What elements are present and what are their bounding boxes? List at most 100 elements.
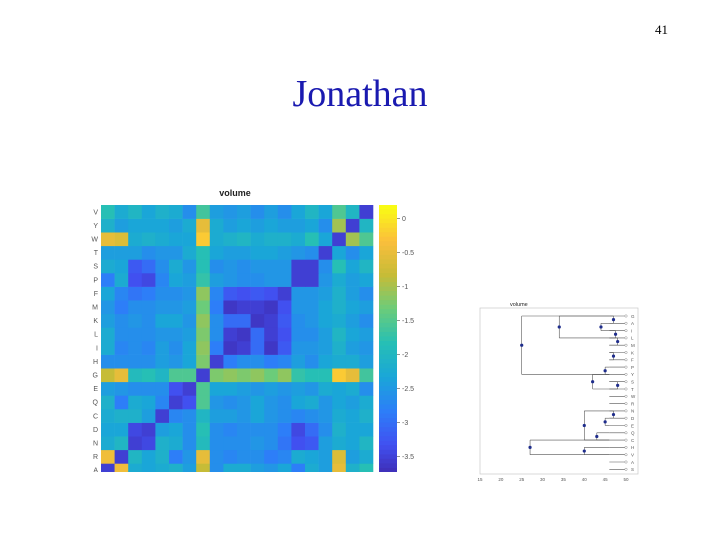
heatmap-cell: [359, 463, 374, 472]
dendrogram-leaf-label: C: [631, 438, 635, 443]
dendrogram-leaf-marker: [624, 321, 628, 325]
heatmap-cell: [291, 313, 306, 328]
heatmap-cell: [318, 205, 333, 219]
heatmap-cell: [264, 409, 279, 423]
heatmap-cell: [223, 341, 238, 355]
dendrogram-node: [611, 412, 616, 417]
dendrogram-x-tick-label: 25: [519, 477, 525, 482]
heatmap-cell: [291, 422, 306, 437]
colorbar-segment: [379, 205, 397, 211]
colorbar-segment: [379, 263, 397, 269]
heatmap-cell: [141, 205, 156, 219]
heatmap-cell: [128, 300, 143, 315]
heatmap-cell: [209, 395, 224, 410]
colorbar-segment: [379, 445, 397, 451]
heatmap-cell: [196, 327, 211, 342]
heatmap-cell: [169, 381, 183, 396]
heatmap-cell: [196, 218, 211, 233]
colorbar-tick-label: -2: [402, 352, 408, 359]
heatmap-cell: [277, 245, 292, 260]
colorbar-segment: [379, 336, 397, 342]
heatmap-cell: [305, 341, 319, 355]
heatmap-y-tick-label: G: [93, 373, 98, 380]
heatmap-cell: [318, 341, 333, 355]
dendrogram-title: volume: [510, 302, 528, 308]
heatmap-cell: [209, 463, 224, 472]
heatmap-cell: [264, 259, 279, 274]
heatmap-cell: [223, 368, 238, 383]
heatmap-cell: [101, 327, 115, 342]
heatmap-cell: [128, 436, 143, 451]
dendrogram-leaf-label: F: [631, 358, 634, 363]
heatmap-cell: [141, 463, 156, 472]
page-number: 41: [655, 22, 668, 37]
heatmap-cell: [332, 327, 347, 342]
colorbar-segment: [379, 390, 397, 396]
heatmap-cell: [277, 422, 292, 437]
heatmap-cell: [169, 205, 183, 219]
dendrogram-leaf-label: A: [631, 460, 634, 465]
colorbar-segment: [379, 458, 397, 464]
heatmap-cell: [128, 381, 143, 396]
colorbar-segment: [379, 218, 397, 224]
heatmap-cell: [318, 395, 333, 410]
heatmap-cell: [141, 341, 156, 355]
dendrogram-leaf-marker: [624, 380, 628, 384]
heatmap-cell: [359, 409, 374, 423]
heatmap-cell: [237, 422, 251, 437]
heatmap-cell: [141, 395, 156, 410]
heatmap-cell: [196, 273, 211, 287]
heatmap-cell: [155, 449, 170, 464]
heatmap-cell: [223, 286, 238, 301]
heatmap-cell: [237, 409, 251, 423]
heatmap-cell: [264, 286, 279, 301]
heatmap-cell: [345, 354, 360, 369]
heatmap-cell: [305, 463, 319, 472]
heatmap-cell: [237, 463, 251, 472]
colorbar-tick-label: 0: [402, 216, 406, 223]
heatmap-cell: [209, 273, 224, 287]
heatmap-cell: [209, 245, 224, 260]
heatmap-cell: [196, 313, 211, 328]
heatmap-cell: [114, 300, 129, 315]
heatmap-cell: [237, 395, 251, 410]
heatmap-cell: [209, 286, 224, 301]
heatmap-cell: [101, 395, 115, 410]
heatmap-cell: [223, 327, 238, 342]
heatmap-y-tick-label: S: [93, 264, 98, 271]
dendrogram-leaf-label: E: [631, 423, 634, 428]
heatmap-cell: [114, 395, 129, 410]
heatmap-cell: [155, 436, 170, 451]
heatmap-cell: [101, 436, 115, 451]
heatmap-y-tick-label: R: [93, 454, 98, 461]
heatmap-cell: [182, 286, 197, 301]
heatmap-y-tick-label: L: [94, 332, 98, 339]
heatmap-cell: [196, 245, 211, 260]
heatmap-cell: [155, 273, 170, 287]
heatmap-cell: [223, 436, 238, 451]
heatmap-cell: [223, 300, 238, 315]
heatmap-cell: [237, 368, 251, 383]
heatmap-cell: [250, 218, 265, 233]
heatmap-cell: [291, 245, 306, 260]
heatmap-cell: [250, 327, 265, 342]
heatmap-cell: [305, 395, 319, 410]
heatmap-cell: [318, 449, 333, 464]
heatmap-cell: [277, 368, 292, 383]
heatmap-cell: [101, 286, 115, 301]
heatmap-y-tick-label: Q: [93, 400, 99, 407]
heatmap-cell: [114, 381, 129, 396]
heatmap-cell: [101, 463, 115, 472]
colorbar-tick-label: -2.5: [402, 386, 414, 393]
colorbar-tick-label: -1: [402, 284, 408, 291]
heatmap-cell: [155, 300, 170, 315]
heatmap-cell: [128, 232, 143, 247]
heatmap-cell: [359, 381, 374, 396]
colorbar-segment: [379, 368, 397, 374]
heatmap-cell: [182, 422, 197, 437]
heatmap-cell: [291, 205, 306, 219]
heatmap-cell: [128, 273, 143, 287]
heatmap-cell: [209, 354, 224, 369]
heatmap-cell: [237, 245, 251, 260]
